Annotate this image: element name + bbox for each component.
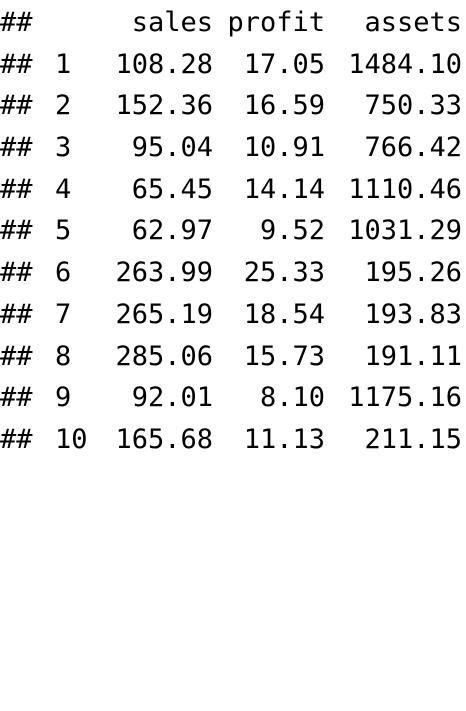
assets-value: 750.33 xyxy=(364,90,462,122)
comment-prefix: ## xyxy=(0,132,33,164)
sales-value: 65.45 xyxy=(131,173,213,205)
row-name: 9 xyxy=(55,382,72,414)
comment-prefix: ## xyxy=(0,298,33,330)
profit-value: 25.33 xyxy=(243,257,325,289)
table-row: ## 1 108.28 17.05 1484.10 xyxy=(0,44,466,86)
r-console-output: ## sales profit assets ## 1 108.28 17.05… xyxy=(0,2,466,461)
assets-value: 1484.10 xyxy=(348,48,462,80)
profit-value: 9.52 xyxy=(259,215,325,247)
sales-value: 285.06 xyxy=(115,340,213,372)
table-row: ## 8 285.06 15.73 191.11 xyxy=(0,336,466,378)
assets-value: 1031.29 xyxy=(348,215,462,247)
assets-value: 766.42 xyxy=(364,132,462,164)
sales-value: 152.36 xyxy=(115,90,213,122)
comment-prefix: ## xyxy=(0,215,33,247)
row-name: 10 xyxy=(55,423,88,455)
column-header-profit: profit xyxy=(227,7,325,38)
row-name: 6 xyxy=(55,257,72,289)
row-name: 1 xyxy=(55,48,72,80)
profit-value: 16.59 xyxy=(243,90,325,122)
row-name: 2 xyxy=(55,90,72,122)
comment-prefix: ## xyxy=(0,48,33,80)
table-row: ## 2 152.36 16.59 750.33 xyxy=(0,85,466,127)
table-row: ## 4 65.45 14.14 1110.46 xyxy=(0,169,466,211)
row-name: 4 xyxy=(55,173,72,205)
profit-value: 11.13 xyxy=(243,423,325,455)
assets-value: 191.11 xyxy=(364,340,462,372)
assets-value: 193.83 xyxy=(364,298,462,330)
table-row: ## 5 62.97 9.52 1031.29 xyxy=(0,210,466,252)
column-header-assets: assets xyxy=(364,7,462,38)
comment-prefix: ## xyxy=(0,340,33,372)
sales-value: 108.28 xyxy=(115,48,213,80)
comment-prefix: ## xyxy=(0,382,33,414)
row-name: 8 xyxy=(55,340,72,372)
profit-value: 10.91 xyxy=(243,132,325,164)
profit-value: 18.54 xyxy=(243,298,325,330)
row-name: 3 xyxy=(55,132,72,164)
comment-prefix: ## xyxy=(0,7,33,38)
header-line: ## sales profit assets xyxy=(0,2,466,44)
sales-value: 92.01 xyxy=(131,382,213,414)
row-name: 5 xyxy=(55,215,72,247)
profit-value: 17.05 xyxy=(243,48,325,80)
sales-value: 62.97 xyxy=(131,215,213,247)
sales-value: 165.68 xyxy=(115,423,213,455)
profit-value: 14.14 xyxy=(243,173,325,205)
row-name: 7 xyxy=(55,298,72,330)
column-header-sales: sales xyxy=(131,7,213,38)
comment-prefix: ## xyxy=(0,423,33,455)
table-row: ## 3 95.04 10.91 766.42 xyxy=(0,127,466,169)
comment-prefix: ## xyxy=(0,173,33,205)
assets-value: 1110.46 xyxy=(348,173,462,205)
sales-value: 95.04 xyxy=(131,132,213,164)
comment-prefix: ## xyxy=(0,90,33,122)
table-row: ## 10 165.68 11.13 211.15 xyxy=(0,419,466,461)
sales-value: 263.99 xyxy=(115,257,213,289)
profit-value: 8.10 xyxy=(259,382,325,414)
comment-prefix: ## xyxy=(0,257,33,289)
sales-value: 265.19 xyxy=(115,298,213,330)
profit-value: 15.73 xyxy=(243,340,325,372)
assets-value: 211.15 xyxy=(364,423,462,455)
table-row: ## 9 92.01 8.10 1175.16 xyxy=(0,377,466,419)
table-row: ## 7 265.19 18.54 193.83 xyxy=(0,294,466,336)
assets-value: 195.26 xyxy=(364,257,462,289)
table-row: ## 6 263.99 25.33 195.26 xyxy=(0,252,466,294)
assets-value: 1175.16 xyxy=(348,382,462,414)
